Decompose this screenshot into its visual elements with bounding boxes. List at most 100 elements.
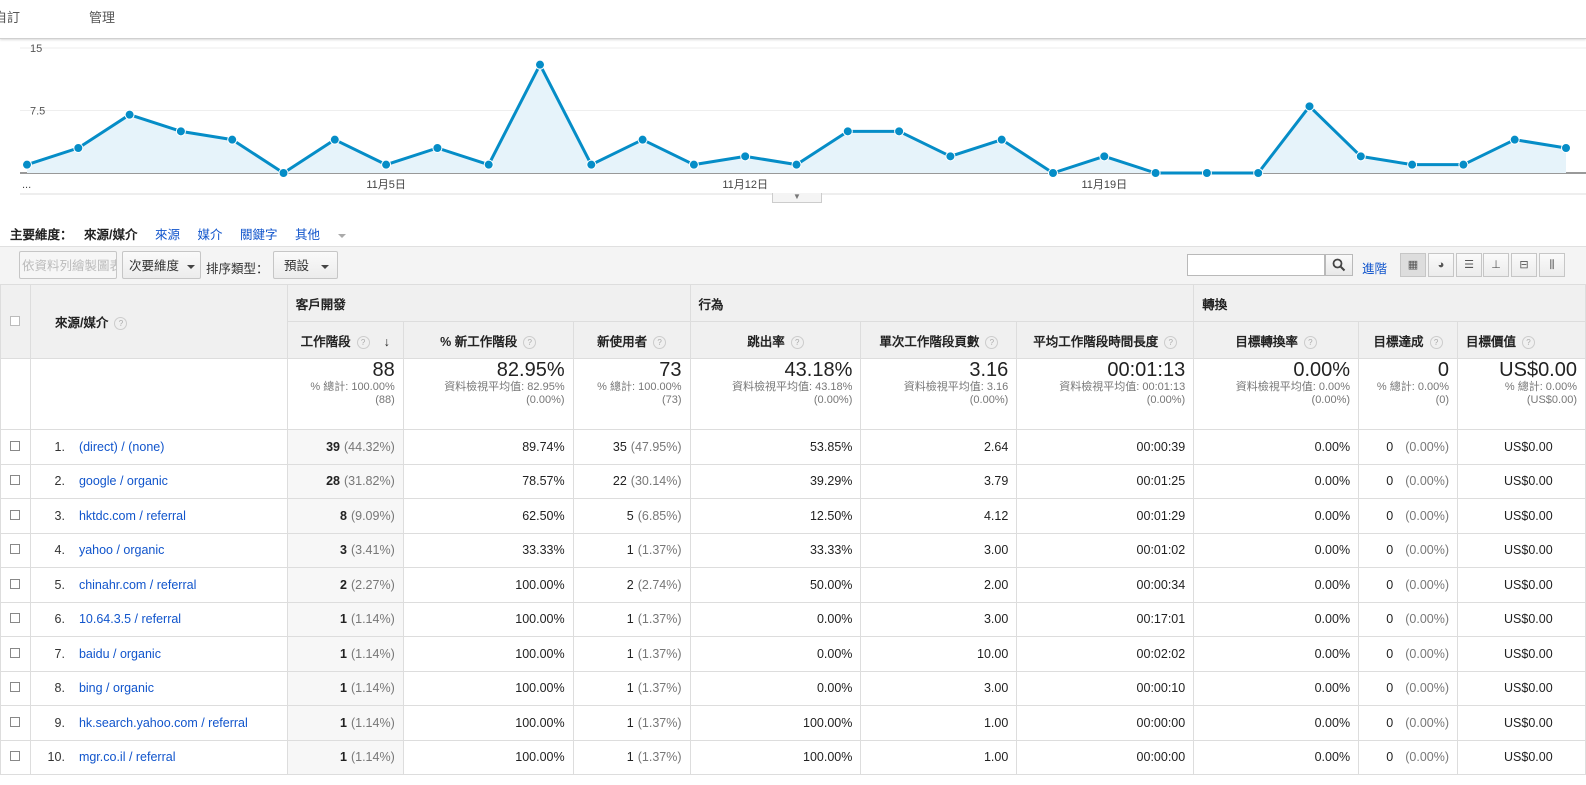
row-checkbox[interactable] [10,475,21,486]
row-source-link[interactable]: baidu / organic [78,646,161,661]
help-icon[interactable]: ? [1522,335,1536,349]
row-checkbox[interactable] [10,578,21,589]
row-pages-per-session: 3.79 [860,463,1018,499]
row-new-sessions: 100.00% [402,636,574,672]
help-icon[interactable]: ? [114,317,128,331]
dimension-medium[interactable]: 媒介 [197,228,223,242]
data-point [791,159,802,170]
row-source-link[interactable]: google / organic [78,474,168,489]
row-avg-duration: 00:01:29 [1016,498,1195,534]
select-all-cell [0,284,31,359]
row-bounce-rate: 50.00% [689,567,862,603]
col-goal-completions[interactable]: 目標達成? [1358,321,1459,359]
new-users-value: 35 [612,439,627,454]
row-source-link[interactable]: chinahr.com / referral [78,577,197,592]
totals-base: (0.00%) [813,394,853,406]
row-checkbox[interactable] [10,716,21,727]
help-icon[interactable]: ? [1303,335,1317,349]
table-search-input[interactable] [1187,254,1325,276]
comparison-view-icon[interactable]: ⊥ [1483,253,1509,277]
col-bounce-rate[interactable]: 跳出率? [689,321,862,359]
nav-customize[interactable]: 自訂 [0,10,21,25]
row-new-users: 1 (1.37%) [572,601,691,637]
col-pages-per-session[interactable]: 單次工作階段頁數? [860,321,1018,359]
row-source-link[interactable]: hk.search.yahoo.com / referral [78,715,248,730]
help-icon[interactable]: ? [790,335,804,349]
row-source-link[interactable]: hktdc.com / referral [78,508,186,523]
row-goal-conv-rate: 0.00% [1193,498,1360,534]
row-checkbox[interactable] [10,751,21,762]
sessions-value: 2 [340,577,347,592]
search-button[interactable] [1325,254,1353,276]
dimension-other-label: 其他 [294,228,320,242]
pivot-view-icon[interactable]: ⫼ [1539,253,1565,277]
chart-collapse-handle[interactable]: ▼ [772,193,822,203]
sessions-percent: (1.14%) [350,681,395,696]
help-icon[interactable]: ? [523,335,537,349]
x-tick-label: 11月5日 [366,179,406,191]
help-icon[interactable]: ? [356,335,370,349]
report-table: 來源/媒介? 客戶開發 行為 轉換 工作階段? ↓ % 新工作階段? 新使用者? … [0,284,1586,775]
row-checkbox[interactable] [10,647,21,658]
plot-rows-button[interactable]: 依資料列繪製圖表 [19,251,117,279]
help-icon[interactable]: ? [1164,335,1178,349]
dimension-source-medium[interactable]: 來源/媒介 [84,228,138,242]
row-source-link[interactable]: yahoo / organic [78,543,165,558]
nav-admin[interactable]: 管理 [89,10,116,25]
row-source-link[interactable]: mgr.co.il / referral [78,750,176,765]
sort-type-dropdown[interactable]: 預設 [273,251,338,279]
totals-share: 資料檢視平均值: 82.95% [444,381,565,393]
col-new-users[interactable]: 新使用者? [572,321,691,359]
row-checkbox[interactable] [10,613,21,624]
row-bounce-rate: 100.00% [689,705,862,741]
totals-cell: 0.00% 資料檢視平均值: 0.00% (0.00%) [1193,358,1360,430]
col-avg-duration[interactable]: 平均工作階段時間長度? [1016,321,1195,359]
row-new-sessions: 100.00% [402,601,574,637]
totals-base: (73) [661,394,682,406]
sessions-value: 1 [340,715,347,730]
table-view-icon[interactable]: ▦ [1400,253,1426,277]
secondary-dimension-dropdown[interactable]: 次要維度 [122,251,201,279]
row-source-cell: 10. mgr.co.il / referral [29,739,288,775]
help-icon[interactable]: ? [653,335,667,349]
performance-view-icon[interactable]: ☰ [1456,253,1482,277]
col-goal-conv-rate[interactable]: 目標轉換率? [1193,321,1360,359]
sessions-value: 1 [340,646,347,661]
totals-value: 82.95% [496,359,565,382]
col-new-sessions[interactable]: % 新工作階段? [402,321,574,359]
row-checkbox[interactable] [10,544,21,555]
select-all-checkbox[interactable] [10,315,21,326]
term-cloud-view-icon[interactable]: ⊟ [1511,253,1537,277]
data-point [688,159,699,170]
col-sessions[interactable]: 工作階段? ↓ [286,321,404,359]
row-source-link[interactable]: 10.64.3.5 / referral [78,612,182,627]
goal-completions-percent: (0.00%) [1405,612,1450,627]
help-icon[interactable]: ? [1429,335,1443,349]
goal-completions-percent: (0.00%) [1405,543,1450,558]
row-pages-per-session: 3.00 [860,532,1018,568]
row-checkbox[interactable] [10,509,21,520]
dimension-other[interactable]: 其他 [295,228,360,242]
col-goal-value[interactable]: 目標價值? [1457,321,1586,359]
row-goal-completions: 0 (0.00%) [1358,463,1459,499]
help-icon[interactable]: ? [985,335,999,349]
row-checkbox[interactable] [10,682,21,693]
dimension-header[interactable]: 來源/媒介? [29,284,288,359]
dimension-keyword[interactable]: 關鍵字 [239,228,278,242]
row-source-link[interactable]: bing / organic [78,681,154,696]
row-source-cell: 8. bing / organic [29,670,288,706]
data-point [432,143,443,153]
row-index: 3. [54,508,65,523]
dimension-source[interactable]: 來源 [154,228,180,242]
data-point [1509,134,1520,145]
row-goal-value: US$0.00 [1457,670,1586,706]
group-behavior: 行為 [689,284,1195,322]
data-point [329,134,340,145]
advanced-filter-link[interactable]: 進階 [1362,262,1388,276]
row-source-link[interactable]: (direct) / (none) [78,439,165,454]
col-new-sessions-label: % 新工作階段 [440,334,518,349]
pie-view-icon[interactable]: ◕ [1428,253,1454,277]
row-checkbox[interactable] [10,440,21,451]
row-goal-completions: 0 (0.00%) [1358,705,1459,741]
row-new-users: 5 (6.85%) [572,498,691,534]
